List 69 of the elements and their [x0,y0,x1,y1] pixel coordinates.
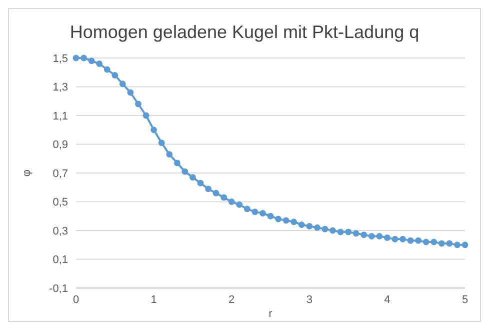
point [360,232,368,238]
y-tick-label: 0,3 [52,225,68,238]
y-tick-label: -0,1 [49,282,68,295]
point [166,151,173,158]
point [150,126,157,134]
point [252,208,258,216]
x-tick-label: 0 [72,294,80,306]
point [298,222,305,228]
y-tick-label: 1,1 [52,110,68,122]
x-tick-label: 3 [306,294,312,306]
point [345,228,352,236]
point [330,227,336,234]
x-tick-label: 5 [462,294,468,306]
point [352,230,360,237]
point [112,72,118,78]
point [205,186,212,192]
point [212,190,220,196]
point [322,226,328,232]
point [190,174,196,181]
point [244,206,250,212]
point [415,237,422,244]
x-axis-title: r [268,308,273,320]
point [314,224,320,231]
point [96,60,103,67]
x-tick-label: 2 [228,294,235,306]
y-tick-label: 0,1 [52,254,68,266]
point [454,242,460,248]
x-tick-label: 4 [384,294,390,306]
point [127,89,134,96]
point [197,180,204,186]
point [282,217,290,224]
point [260,210,266,216]
y-tick-label: 1,5 [52,52,68,65]
point [446,240,453,247]
x-tick-label: 1 [150,294,157,306]
point [368,233,375,240]
y-tick-label: 1,3 [52,82,68,94]
point [119,80,126,88]
point [220,194,228,201]
point [236,201,243,208]
point [80,54,87,62]
point [306,222,313,230]
point [72,54,80,62]
chart-title: Homogen geladene Kugel mit Pkt-Ladung q [70,22,420,42]
point [430,238,438,246]
point [422,238,430,246]
point [392,236,398,242]
point [400,236,406,242]
point [275,216,282,222]
y-tick-label: 0,5 [52,196,68,209]
point [142,112,150,119]
point [182,168,188,175]
point [174,160,180,166]
point [228,198,235,205]
point [267,212,274,220]
y-tick-label: 0,7 [52,168,68,180]
point [88,58,95,64]
y-tick-label: 0,9 [52,139,68,152]
point [462,242,468,248]
point [290,218,298,226]
point [337,228,344,236]
y-axis-title: φ [21,169,33,177]
point [438,240,445,247]
point [407,237,414,244]
point [104,66,110,73]
point [158,140,165,146]
point [384,234,390,241]
point [135,100,142,108]
point [376,233,383,240]
